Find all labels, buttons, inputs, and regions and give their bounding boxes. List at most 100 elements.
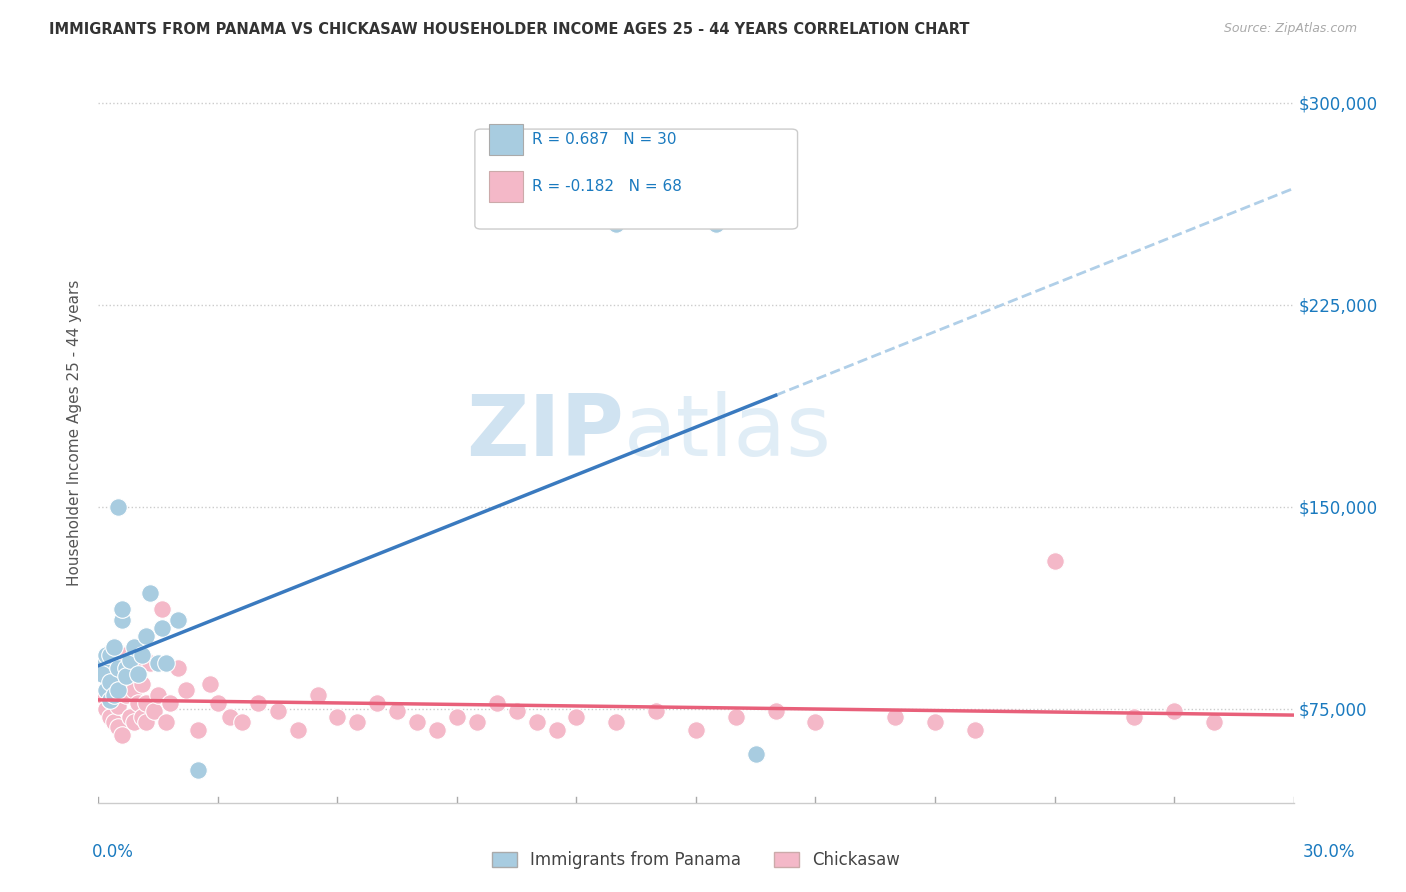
Point (366, 696, 388, 710)
Point (924, 714, 946, 729)
Point (103, 714, 125, 729)
Point (131, 677, 153, 691)
Point (765, 704, 787, 718)
Point (326, 709, 349, 723)
Point (91, 666, 114, 681)
Y-axis label: Householder Income Ages 25 - 44 years: Householder Income Ages 25 - 44 years (67, 279, 83, 586)
Point (96, 701, 118, 715)
Point (685, 723, 707, 738)
Point (724, 709, 747, 723)
Point (98, 709, 122, 723)
Point (107, 500, 129, 514)
FancyBboxPatch shape (489, 124, 523, 155)
Point (103, 640, 125, 654)
Point (120, 669, 142, 683)
Point (155, 714, 177, 729)
Point (406, 714, 429, 729)
Point (745, 747, 768, 762)
Point (148, 688, 170, 702)
Point (107, 698, 129, 713)
Text: Source: ZipAtlas.com: Source: ZipAtlas.com (1223, 22, 1357, 36)
Point (135, 696, 157, 710)
Point (120, 653, 142, 667)
Point (148, 656, 170, 670)
Point (127, 696, 149, 710)
Point (111, 613, 134, 627)
Point (131, 709, 153, 723)
Point (111, 656, 134, 670)
Point (127, 661, 149, 675)
Point (506, 704, 529, 718)
Point (127, 666, 149, 681)
Point (187, 764, 209, 778)
Point (485, 696, 508, 710)
Point (704, 217, 727, 231)
Point (98, 674, 122, 689)
Point (446, 709, 468, 723)
Point (207, 696, 229, 710)
Point (124, 640, 146, 654)
Point (804, 714, 827, 729)
Point (115, 661, 138, 675)
Point (107, 682, 129, 697)
Point (111, 729, 134, 743)
Point (150, 621, 173, 635)
Point (246, 696, 269, 710)
Point (91, 666, 114, 681)
Text: ZIP: ZIP (467, 391, 624, 475)
Point (174, 682, 197, 697)
Point (103, 682, 125, 697)
Point (546, 723, 568, 738)
Point (103, 688, 125, 702)
Point (143, 704, 166, 718)
Point (963, 723, 986, 738)
Point (115, 669, 138, 683)
Point (111, 602, 134, 616)
Text: atlas: atlas (624, 391, 832, 475)
Point (115, 688, 138, 702)
Point (91, 688, 114, 702)
Point (287, 723, 309, 738)
Point (167, 613, 190, 627)
Point (219, 709, 242, 723)
Point (107, 674, 129, 689)
Point (124, 682, 146, 697)
Point (91, 656, 114, 670)
Point (426, 723, 449, 738)
Point (346, 714, 368, 729)
Point (884, 709, 907, 723)
FancyBboxPatch shape (489, 170, 523, 202)
Point (96, 682, 118, 697)
Point (465, 714, 488, 729)
Point (98, 648, 122, 662)
Point (307, 688, 329, 702)
Point (1163, 704, 1185, 718)
Point (120, 709, 142, 723)
Point (1202, 714, 1225, 729)
Point (107, 661, 129, 675)
Point (1123, 709, 1146, 723)
Point (150, 602, 173, 616)
Point (187, 723, 209, 738)
Point (135, 629, 157, 643)
Point (605, 217, 627, 231)
Point (645, 704, 668, 718)
Point (96, 648, 118, 662)
Point (135, 714, 157, 729)
Point (526, 714, 548, 729)
Point (98, 693, 122, 707)
Text: IMMIGRANTS FROM PANAMA VS CHICKASAW HOUSEHOLDER INCOME AGES 25 - 44 YEARS CORREL: IMMIGRANTS FROM PANAMA VS CHICKASAW HOUS… (49, 22, 970, 37)
Text: R = 0.687   N = 30: R = 0.687 N = 30 (533, 132, 676, 147)
Text: R = -0.182   N = 68: R = -0.182 N = 68 (533, 178, 682, 194)
Point (159, 696, 181, 710)
Point (115, 648, 138, 662)
Point (124, 714, 146, 729)
Point (385, 704, 409, 718)
Point (565, 709, 588, 723)
Point (107, 720, 129, 734)
Legend: Immigrants from Panama, Chickasaw: Immigrants from Panama, Chickasaw (485, 845, 907, 876)
Point (96, 661, 118, 675)
Point (1043, 553, 1066, 567)
Point (131, 648, 153, 662)
Point (139, 586, 162, 600)
